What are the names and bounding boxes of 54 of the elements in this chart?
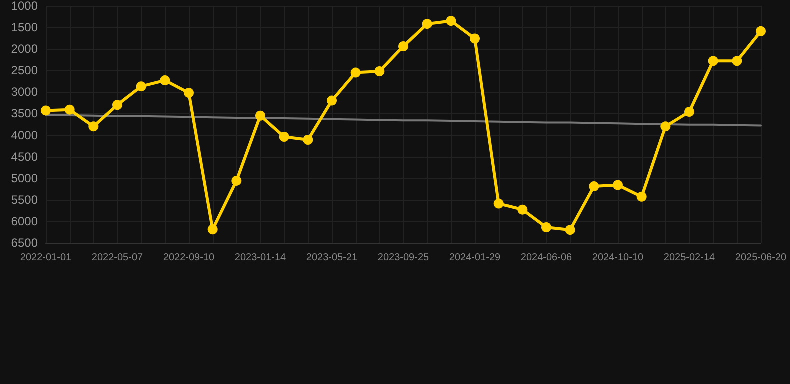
point (112, 100, 122, 110)
point (88, 122, 99, 132)
point (684, 107, 694, 117)
point (494, 198, 504, 209)
y-tick-label: 3500 (11, 106, 38, 121)
point (398, 42, 408, 52)
x-tick-label: 2022-09-10 (163, 252, 216, 264)
y-tick-label: 2500 (11, 64, 38, 78)
point (422, 19, 432, 30)
y-tick-label: 6500 (11, 236, 38, 250)
point (708, 56, 718, 66)
point (470, 34, 480, 44)
point (232, 176, 242, 186)
point (589, 182, 600, 192)
y-tick-label: 1000 (11, 0, 38, 13)
point (184, 88, 194, 98)
point (208, 224, 218, 235)
point (374, 66, 385, 76)
point (542, 222, 552, 232)
y-tick-label: 4500 (11, 150, 38, 164)
point (256, 110, 266, 121)
point (41, 106, 51, 116)
x-tick-label: 2023-01-14 (234, 252, 287, 264)
y-tick-label: 6000 (11, 214, 38, 228)
x-tick-label: 2023-09-25 (378, 252, 430, 264)
point (565, 225, 576, 236)
x-tick-label: 2022-01-01 (20, 252, 72, 264)
y-tick-label: 2000 (11, 42, 38, 56)
point (136, 82, 146, 92)
point (732, 56, 742, 66)
y-tick-label: 4000 (11, 128, 38, 142)
y-tick-label: 5000 (11, 171, 38, 186)
point (327, 96, 337, 106)
point (636, 192, 647, 202)
point (279, 132, 290, 142)
point (64, 104, 75, 115)
x-tick-label: 2025-06-20 (735, 252, 788, 264)
point (160, 76, 170, 86)
x-tick-label: 2022-05-07 (92, 252, 144, 264)
y-tick-label: 5500 (11, 192, 38, 207)
point (350, 68, 361, 78)
y-tick-label: 3000 (11, 85, 38, 100)
y-tick-label: 1500 (11, 20, 38, 35)
point (660, 122, 671, 132)
point (518, 204, 528, 215)
point (613, 180, 623, 190)
x-tick-label: 2024-01-29 (449, 252, 502, 264)
point (756, 26, 766, 36)
x-tick-label: 2024-06-06 (520, 252, 573, 264)
point (303, 135, 314, 146)
x-tick-label: 2024-10-10 (592, 252, 644, 264)
x-tick-label: 2023-05-21 (306, 252, 358, 264)
point (446, 16, 456, 26)
x-tick-label: 2025-02-14 (664, 252, 716, 264)
